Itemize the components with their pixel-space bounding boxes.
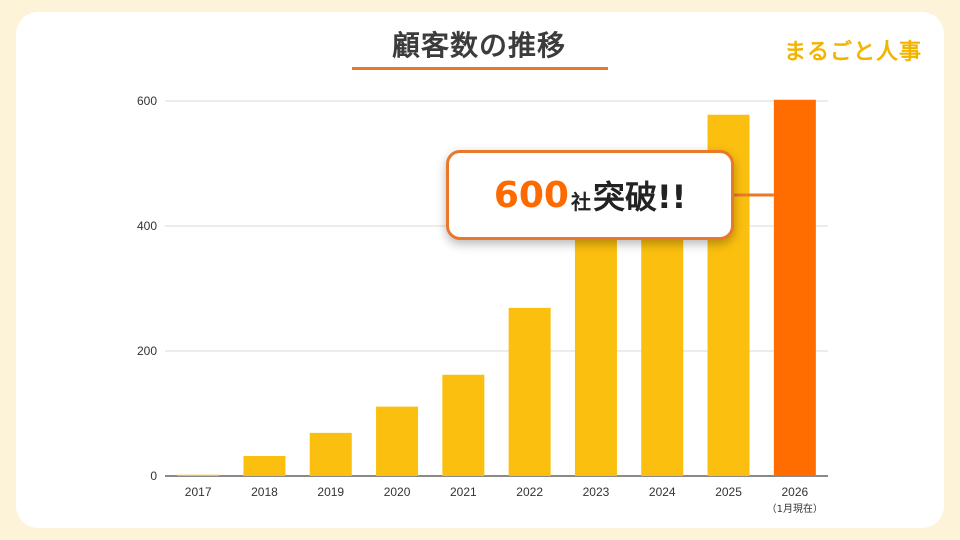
callout-unit: 社 bbox=[570, 189, 591, 214]
page-title: 顧客数の推移 bbox=[391, 29, 566, 62]
callout-number: 600 bbox=[493, 174, 569, 216]
y-axis-ticks: 0 200 400 600 bbox=[137, 94, 157, 483]
x-tick-label: 2020 bbox=[384, 485, 411, 499]
x-tick-label: 2017 bbox=[185, 485, 212, 499]
brand-logo: まるごと人事 bbox=[783, 40, 922, 65]
bar-2019 bbox=[309, 432, 352, 476]
bar-2023 bbox=[574, 226, 617, 476]
x-tick-label: 2024 bbox=[649, 485, 676, 499]
bar-2022 bbox=[508, 307, 551, 476]
x-axis-ticks: 2017 2018 2019 2020 2021 2022 2023 2024 2025 2026… bbox=[185, 485, 823, 515]
title-underline bbox=[352, 67, 608, 70]
bar-2020 bbox=[376, 406, 419, 476]
bar-2026 bbox=[773, 99, 816, 476]
x-tick-label: 2025 bbox=[715, 485, 742, 499]
y-tick-label: 200 bbox=[137, 344, 157, 358]
x-tick-label: 2018 bbox=[251, 485, 278, 499]
x-tick-label: 2026 bbox=[781, 485, 808, 499]
x-tick-label: 2023 bbox=[583, 485, 610, 499]
bar-2021 bbox=[442, 374, 485, 476]
bar-2024 bbox=[641, 226, 684, 476]
bar-2017 bbox=[177, 474, 220, 476]
x-tick-label: 2019 bbox=[317, 485, 344, 499]
x-tick-note: （1月現在） bbox=[767, 503, 823, 515]
y-tick-label: 400 bbox=[137, 219, 157, 233]
bar-2018 bbox=[243, 456, 286, 476]
milestone-callout: 600 社 突破!! bbox=[446, 150, 734, 240]
x-tick-label: 2021 bbox=[450, 485, 477, 499]
y-tick-label: 600 bbox=[137, 94, 157, 108]
callout-message: 突破!! bbox=[592, 178, 687, 216]
x-tick-label: 2022 bbox=[516, 485, 543, 499]
y-tick-label: 0 bbox=[150, 469, 157, 483]
